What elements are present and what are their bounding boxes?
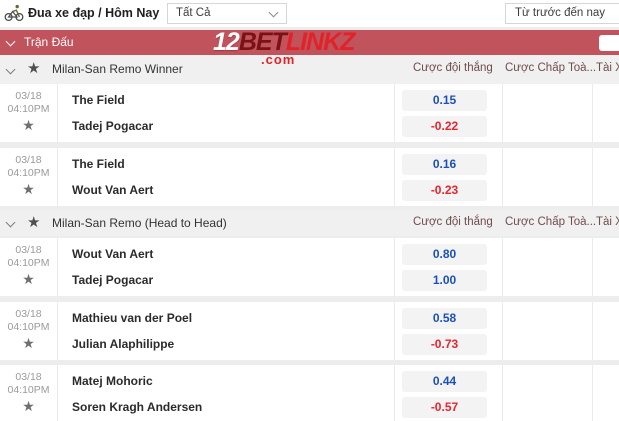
column-header-handicap: Cược Chấp Toà... bbox=[505, 62, 597, 74]
category-dropdown-value: Tất Cả bbox=[176, 7, 211, 19]
category-dropdown[interactable]: Tất Cả bbox=[167, 3, 287, 24]
favorite-star-icon[interactable]: ★ bbox=[22, 181, 35, 197]
odds-button[interactable]: 0.58 bbox=[402, 308, 487, 329]
match-datetime: 03/18 04:10PM ★ bbox=[0, 302, 57, 360]
odds-button[interactable]: 0.16 bbox=[402, 154, 487, 175]
team-name: The Field bbox=[72, 157, 125, 171]
12bet-logo-com: .com bbox=[261, 52, 296, 67]
time-range-dropdown[interactable]: Từ trước đến nay bbox=[505, 3, 619, 24]
section-header-head-to-head[interactable]: ★ Milan-San Remo (Head to Head) Cược đội… bbox=[0, 210, 619, 236]
chevron-down-icon bbox=[268, 7, 279, 18]
match-datetime: 03/18 04:10PM ★ bbox=[0, 238, 57, 296]
odds-button[interactable]: 0.80 bbox=[402, 244, 487, 265]
column-header-win: Cược đội thắng bbox=[413, 216, 493, 228]
odds-button[interactable]: 0.15 bbox=[402, 90, 487, 111]
section-title: Milan-San Remo (Head to Head) bbox=[52, 216, 227, 230]
match-row: 03/18 04:10PM ★ The Field Wout Van Aert … bbox=[0, 148, 619, 206]
odds-button[interactable]: 0.44 bbox=[402, 371, 487, 392]
match-header-bar: Trận Đấu bbox=[0, 30, 619, 85]
favorite-star-icon[interactable]: ★ bbox=[22, 335, 35, 351]
odds-button[interactable]: -0.22 bbox=[402, 116, 487, 137]
favorite-star-icon[interactable]: ★ bbox=[22, 398, 35, 414]
match-datetime: 03/18 04:10PM ★ bbox=[0, 84, 57, 142]
team-name: Wout Van Aert bbox=[72, 247, 154, 261]
favorite-star-icon[interactable]: ★ bbox=[27, 60, 41, 77]
team-name: Mathieu van der Poel bbox=[72, 311, 193, 325]
team-name: The Field bbox=[72, 93, 125, 107]
odds-button[interactable]: 1.00 bbox=[402, 270, 487, 291]
odds-button[interactable]: -0.57 bbox=[402, 397, 487, 418]
section-header-winner[interactable]: ★ Milan-San Remo Winner Cược đội thắng C… bbox=[0, 55, 619, 84]
match-row: 03/18 04:10PM ★ Wout Van Aert Tadej Poga… bbox=[0, 238, 619, 296]
team-name: Soren Kragh Andersen bbox=[72, 400, 203, 414]
12bet-logo: 12BETLINKZ bbox=[213, 28, 355, 56]
sport-filter-bar: Đua xe đạp / Hôm Nay Tất Cả Từ trước đến… bbox=[0, 0, 619, 27]
column-header-over-under: Tài X bbox=[596, 62, 619, 74]
time-range-value: Từ trước đến nay bbox=[515, 7, 606, 19]
section-title: Milan-San Remo Winner bbox=[52, 62, 183, 76]
chevron-down-icon[interactable] bbox=[5, 217, 16, 228]
column-header-win: Cược đội thắng bbox=[413, 62, 493, 74]
favorite-star-icon[interactable]: ★ bbox=[22, 117, 35, 133]
match-row: 03/18 04:10PM ★ Mathieu van der Poel Jul… bbox=[0, 302, 619, 360]
match-datetime: 03/18 04:10PM ★ bbox=[0, 365, 57, 421]
match-row: 03/18 04:10PM ★ The Field Tadej Pogacar … bbox=[0, 84, 619, 142]
search-box-partial[interactable] bbox=[599, 35, 619, 51]
column-header-handicap: Cược Chấp Toà... bbox=[505, 216, 597, 228]
team-name: Wout Van Aert bbox=[72, 183, 154, 197]
match-bar-title: Trận Đấu bbox=[24, 35, 74, 49]
column-header-over-under: Tài X bbox=[596, 216, 619, 228]
cycling-icon bbox=[4, 4, 24, 27]
favorite-star-icon[interactable]: ★ bbox=[22, 271, 35, 287]
team-name: Tadej Pogacar bbox=[72, 119, 154, 133]
match-datetime: 03/18 04:10PM ★ bbox=[0, 148, 57, 206]
sport-title: Đua xe đạp / Hôm Nay bbox=[28, 6, 160, 20]
odds-button[interactable]: -0.73 bbox=[402, 334, 487, 355]
odds-button[interactable]: -0.23 bbox=[402, 180, 487, 201]
favorite-star-icon[interactable]: ★ bbox=[27, 214, 41, 231]
chevron-down-icon[interactable] bbox=[5, 64, 16, 75]
collapse-chevron-icon[interactable] bbox=[5, 36, 16, 47]
team-name: Julian Alaphilippe bbox=[72, 337, 175, 351]
team-name: Matej Mohoric bbox=[72, 374, 153, 388]
match-row: 03/18 04:10PM ★ Matej Mohoric Soren Krag… bbox=[0, 365, 619, 421]
team-name: Tadej Pogacar bbox=[72, 273, 154, 287]
